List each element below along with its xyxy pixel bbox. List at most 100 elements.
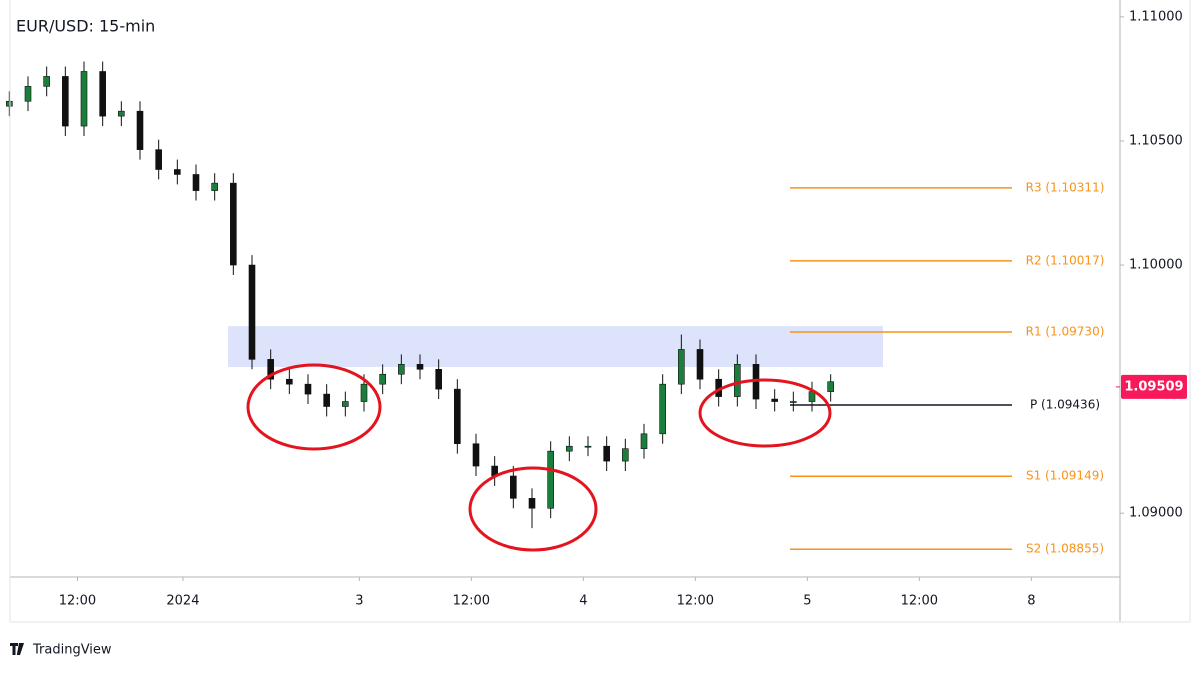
highlight-ellipse [698, 378, 832, 448]
candle-body [230, 182, 237, 266]
candle-body [603, 445, 610, 462]
candle-body [416, 364, 424, 370]
candle-body [622, 448, 629, 462]
candle-body [696, 349, 704, 380]
candle-body [174, 169, 181, 175]
candle-body [360, 383, 368, 402]
candle-body [827, 381, 834, 392]
candle-body [342, 401, 349, 407]
candle-body [659, 383, 666, 435]
last-price-label: 1.09509 [1124, 379, 1183, 394]
candle-body [584, 445, 592, 448]
candle [192, 164, 200, 201]
candle-body [435, 368, 442, 390]
candle-body [80, 71, 88, 127]
x-tick-label: 5 [803, 594, 811, 609]
candle-body [398, 364, 405, 375]
y-tick-label: 1.10500 [1129, 133, 1183, 148]
candle-body [43, 76, 50, 87]
brand-name: TradingView [32, 643, 112, 658]
candle [678, 334, 685, 395]
candle-body [678, 349, 685, 385]
candle [230, 173, 237, 275]
candle [323, 384, 330, 417]
candle-body [379, 373, 386, 385]
pivot-label: R2 (1.10017) [1026, 253, 1105, 267]
candle [118, 101, 125, 127]
candle [136, 101, 144, 160]
last-price-box [1121, 374, 1187, 399]
candle [342, 391, 349, 417]
candle-body [304, 383, 312, 395]
candle-body [267, 359, 274, 380]
candle [62, 66, 69, 136]
candle [155, 139, 162, 180]
candle [622, 438, 629, 472]
candle-body [472, 443, 480, 467]
candle-body [771, 398, 778, 402]
candle [454, 379, 461, 454]
pivot-label: P (1.09436) [1030, 398, 1100, 412]
resistance-zone [228, 326, 883, 368]
candle-body [192, 174, 200, 191]
candle [603, 436, 610, 472]
candle [472, 433, 480, 476]
pivot-label: S1 (1.09149) [1026, 469, 1104, 483]
candle-body [510, 475, 517, 499]
candle [584, 436, 592, 457]
candle [416, 354, 424, 380]
highlight-ellipse [468, 466, 598, 552]
candle [286, 369, 293, 395]
candle [398, 354, 405, 385]
candle-body [566, 445, 573, 452]
candle-body [155, 149, 162, 170]
candle [734, 354, 741, 407]
pivot-label: R1 (1.09730) [1026, 325, 1105, 339]
candle [547, 441, 554, 519]
candle-body [24, 86, 32, 102]
chart-title: EUR/USD: 15-min [16, 17, 155, 36]
x-tick-label: 12:00 [453, 594, 490, 609]
candle-body [118, 110, 125, 117]
candle-body [99, 71, 106, 117]
candle [379, 364, 386, 395]
x-tick-label: 12:00 [901, 594, 938, 609]
y-tick-label: 1.09000 [1129, 506, 1183, 521]
candle-body [790, 401, 797, 403]
candle [659, 374, 666, 444]
candle [248, 255, 256, 370]
x-tick-label: 3 [355, 594, 363, 609]
x-tick-label: 8 [1027, 594, 1035, 609]
candle [640, 423, 648, 459]
candle-body [528, 498, 536, 509]
candle-body [454, 388, 461, 445]
candle [267, 349, 274, 390]
candle-body [248, 264, 256, 360]
candle [827, 374, 834, 402]
candle-body [640, 433, 648, 449]
candle [510, 466, 517, 509]
candle [24, 76, 32, 112]
candle [43, 66, 50, 97]
candle [528, 488, 536, 529]
candle [790, 391, 797, 412]
candle [566, 436, 573, 462]
y-tick-label: 1.10000 [1129, 258, 1183, 273]
candle [696, 339, 704, 390]
candle-body [734, 364, 741, 397]
x-tick-label: 12:00 [59, 594, 96, 609]
candle-body [808, 391, 816, 402]
plot-area: R3 (1.10311) R2 (1.10017) R1 (1.09730) P (1… [6, 61, 1105, 556]
candle-body [211, 182, 218, 191]
candle-body [62, 76, 69, 127]
candle [771, 389, 778, 412]
candle [174, 159, 181, 185]
x-tick-label: 2024 [166, 594, 199, 609]
y-tick-label: 1.11000 [1129, 9, 1183, 24]
candle [211, 173, 218, 201]
x-tick-label: 12:00 [677, 594, 714, 609]
candle-body [547, 450, 554, 509]
candle-body [136, 110, 144, 150]
candle-body [6, 100, 13, 107]
